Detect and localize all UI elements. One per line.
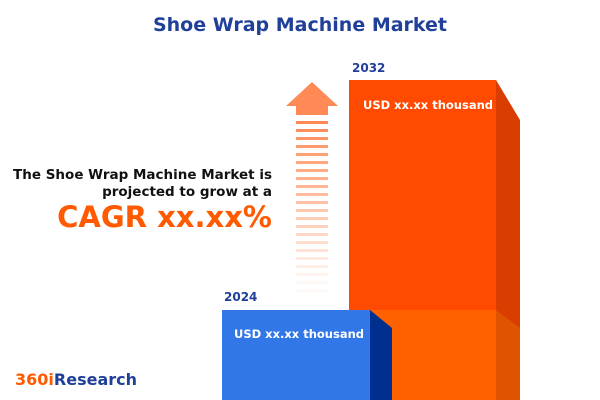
- bar-2024-side: [370, 310, 392, 400]
- data-label-2024: USD xx.xx thousand: [234, 327, 365, 341]
- bar-2024-front: [222, 310, 370, 400]
- arrow-stripe: [296, 289, 328, 292]
- arrow-stripe: [296, 217, 328, 220]
- description: The Shoe Wrap Machine Market is projecte…: [13, 167, 272, 201]
- arrow-stripe: [296, 241, 328, 244]
- arrow-stripe: [296, 209, 328, 212]
- arrow-stripe: [296, 281, 328, 284]
- logo-part-1: 360i: [15, 370, 54, 389]
- arrow-stripe: [296, 265, 328, 268]
- arrow-stripe: [296, 121, 328, 124]
- bar-2032-lower-side: [496, 310, 520, 400]
- chart-title: Shoe Wrap Machine Market: [152, 14, 448, 36]
- logo: 360iResearch: [15, 370, 137, 389]
- year-label-2032: 2032: [352, 61, 386, 75]
- arrow-stripe: [296, 137, 328, 140]
- logo-part-2: Research: [53, 370, 137, 389]
- arrow-stripe: [296, 145, 328, 148]
- arrow-stripe: [296, 185, 328, 188]
- arrow-stripe: [296, 153, 328, 156]
- growth-arrow-icon: [286, 82, 338, 292]
- arrow-stripe: [296, 177, 328, 180]
- description-line-2: projected to grow at a: [102, 184, 272, 200]
- arrow-stripe: [296, 169, 328, 172]
- arrow-stripe: [296, 225, 328, 228]
- data-label-2032: USD xx.xx thousand: [363, 98, 494, 112]
- arrow-stripe: [296, 249, 328, 252]
- arrow-stripe: [296, 161, 328, 164]
- arrow-stripe: [296, 233, 328, 236]
- arrow-stripe: [296, 129, 328, 132]
- description-line-1: The Shoe Wrap Machine Market is: [13, 167, 272, 183]
- cagr-value: CAGR xx.xx%: [57, 200, 272, 234]
- year-label-2024: 2024: [224, 290, 258, 304]
- arrow-stripe: [296, 193, 328, 196]
- arrow-stripe: [296, 201, 328, 204]
- arrow-stripe: [296, 257, 328, 260]
- arrow-stripe: [296, 273, 328, 276]
